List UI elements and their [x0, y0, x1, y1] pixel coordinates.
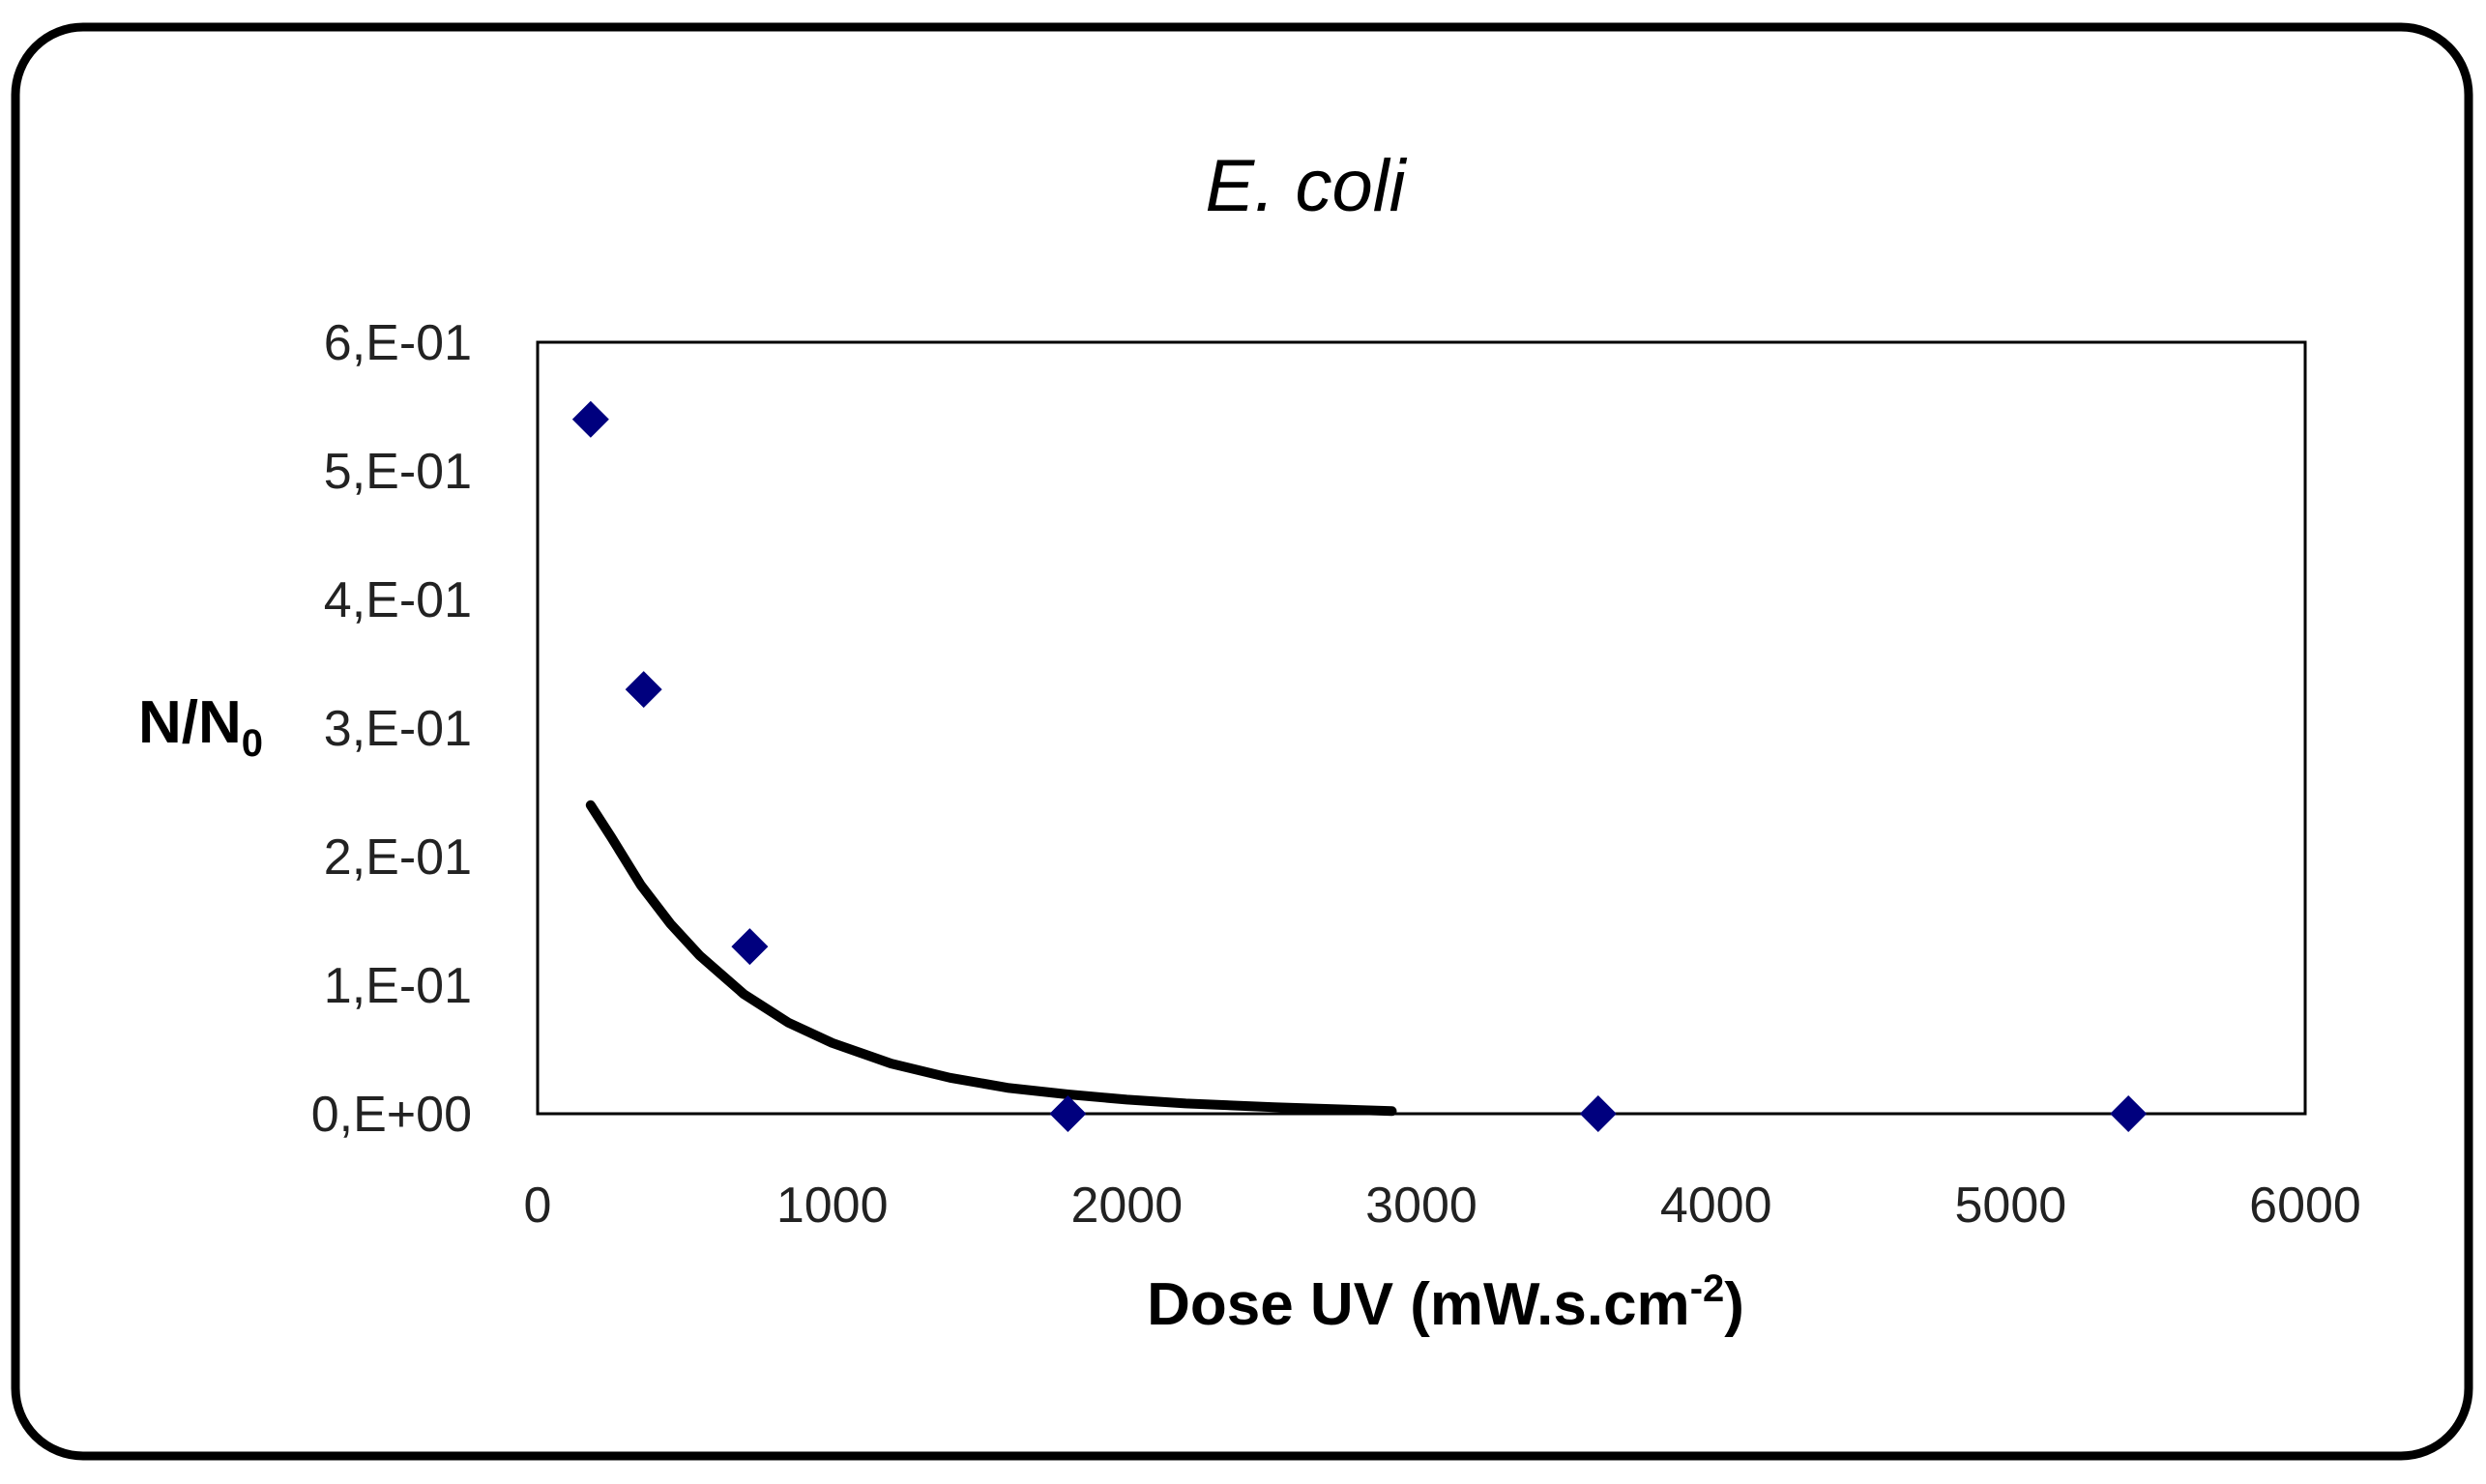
x-axis-title-superscript: -2: [1690, 1267, 1725, 1310]
y-tick-label: 6,E-01: [324, 315, 472, 371]
x-axis-title-tail: ): [1724, 1271, 1744, 1338]
y-tick-label: 5,E-01: [324, 444, 472, 500]
y-tick-label: 3,E-01: [324, 701, 472, 757]
chart-title: E. coli: [1206, 145, 1408, 227]
trendline: [585, 800, 1397, 1117]
x-tick-label: 3000: [1365, 1178, 1477, 1234]
data-point: [571, 400, 609, 438]
plot-area: [536, 340, 2307, 1116]
y-axis-title: N/N0: [138, 689, 263, 765]
x-tick-label: 1000: [776, 1178, 889, 1234]
data-point: [2110, 1095, 2148, 1132]
data-point: [1049, 1095, 1087, 1132]
x-tick-label: 5000: [1954, 1178, 2066, 1234]
series-layer: [571, 400, 2148, 1132]
data-point: [625, 671, 662, 709]
x-axis-title: Dose UV (mW.s.cm-2): [1147, 1267, 1744, 1338]
x-tick-label: 0: [524, 1178, 552, 1234]
x-tick-label: 6000: [2249, 1178, 2361, 1234]
x-axis-ticks: 0 1000 2000 3000 4000 5000 6000: [524, 1178, 2361, 1234]
x-tick-label: 4000: [1660, 1178, 1772, 1234]
y-tick-label: 0,E+00: [311, 1087, 472, 1143]
data-point: [1579, 1095, 1617, 1132]
x-tick-label: 2000: [1070, 1178, 1183, 1234]
x-axis-title-main: Dose UV (mW.s.cm: [1147, 1271, 1690, 1338]
y-tick-label: 4,E-01: [324, 572, 472, 628]
y-axis-title-main: N/N: [138, 689, 242, 756]
y-axis-ticks: 0,E+00 1,E-01 2,E-01 3,E-01 4,E-01 5,E-01 6,E-…: [311, 315, 472, 1143]
data-point: [731, 928, 769, 966]
y-axis-title-subscript: 0: [242, 722, 263, 765]
y-tick-label: 1,E-01: [324, 958, 472, 1014]
y-tick-label: 2,E-01: [324, 829, 472, 886]
